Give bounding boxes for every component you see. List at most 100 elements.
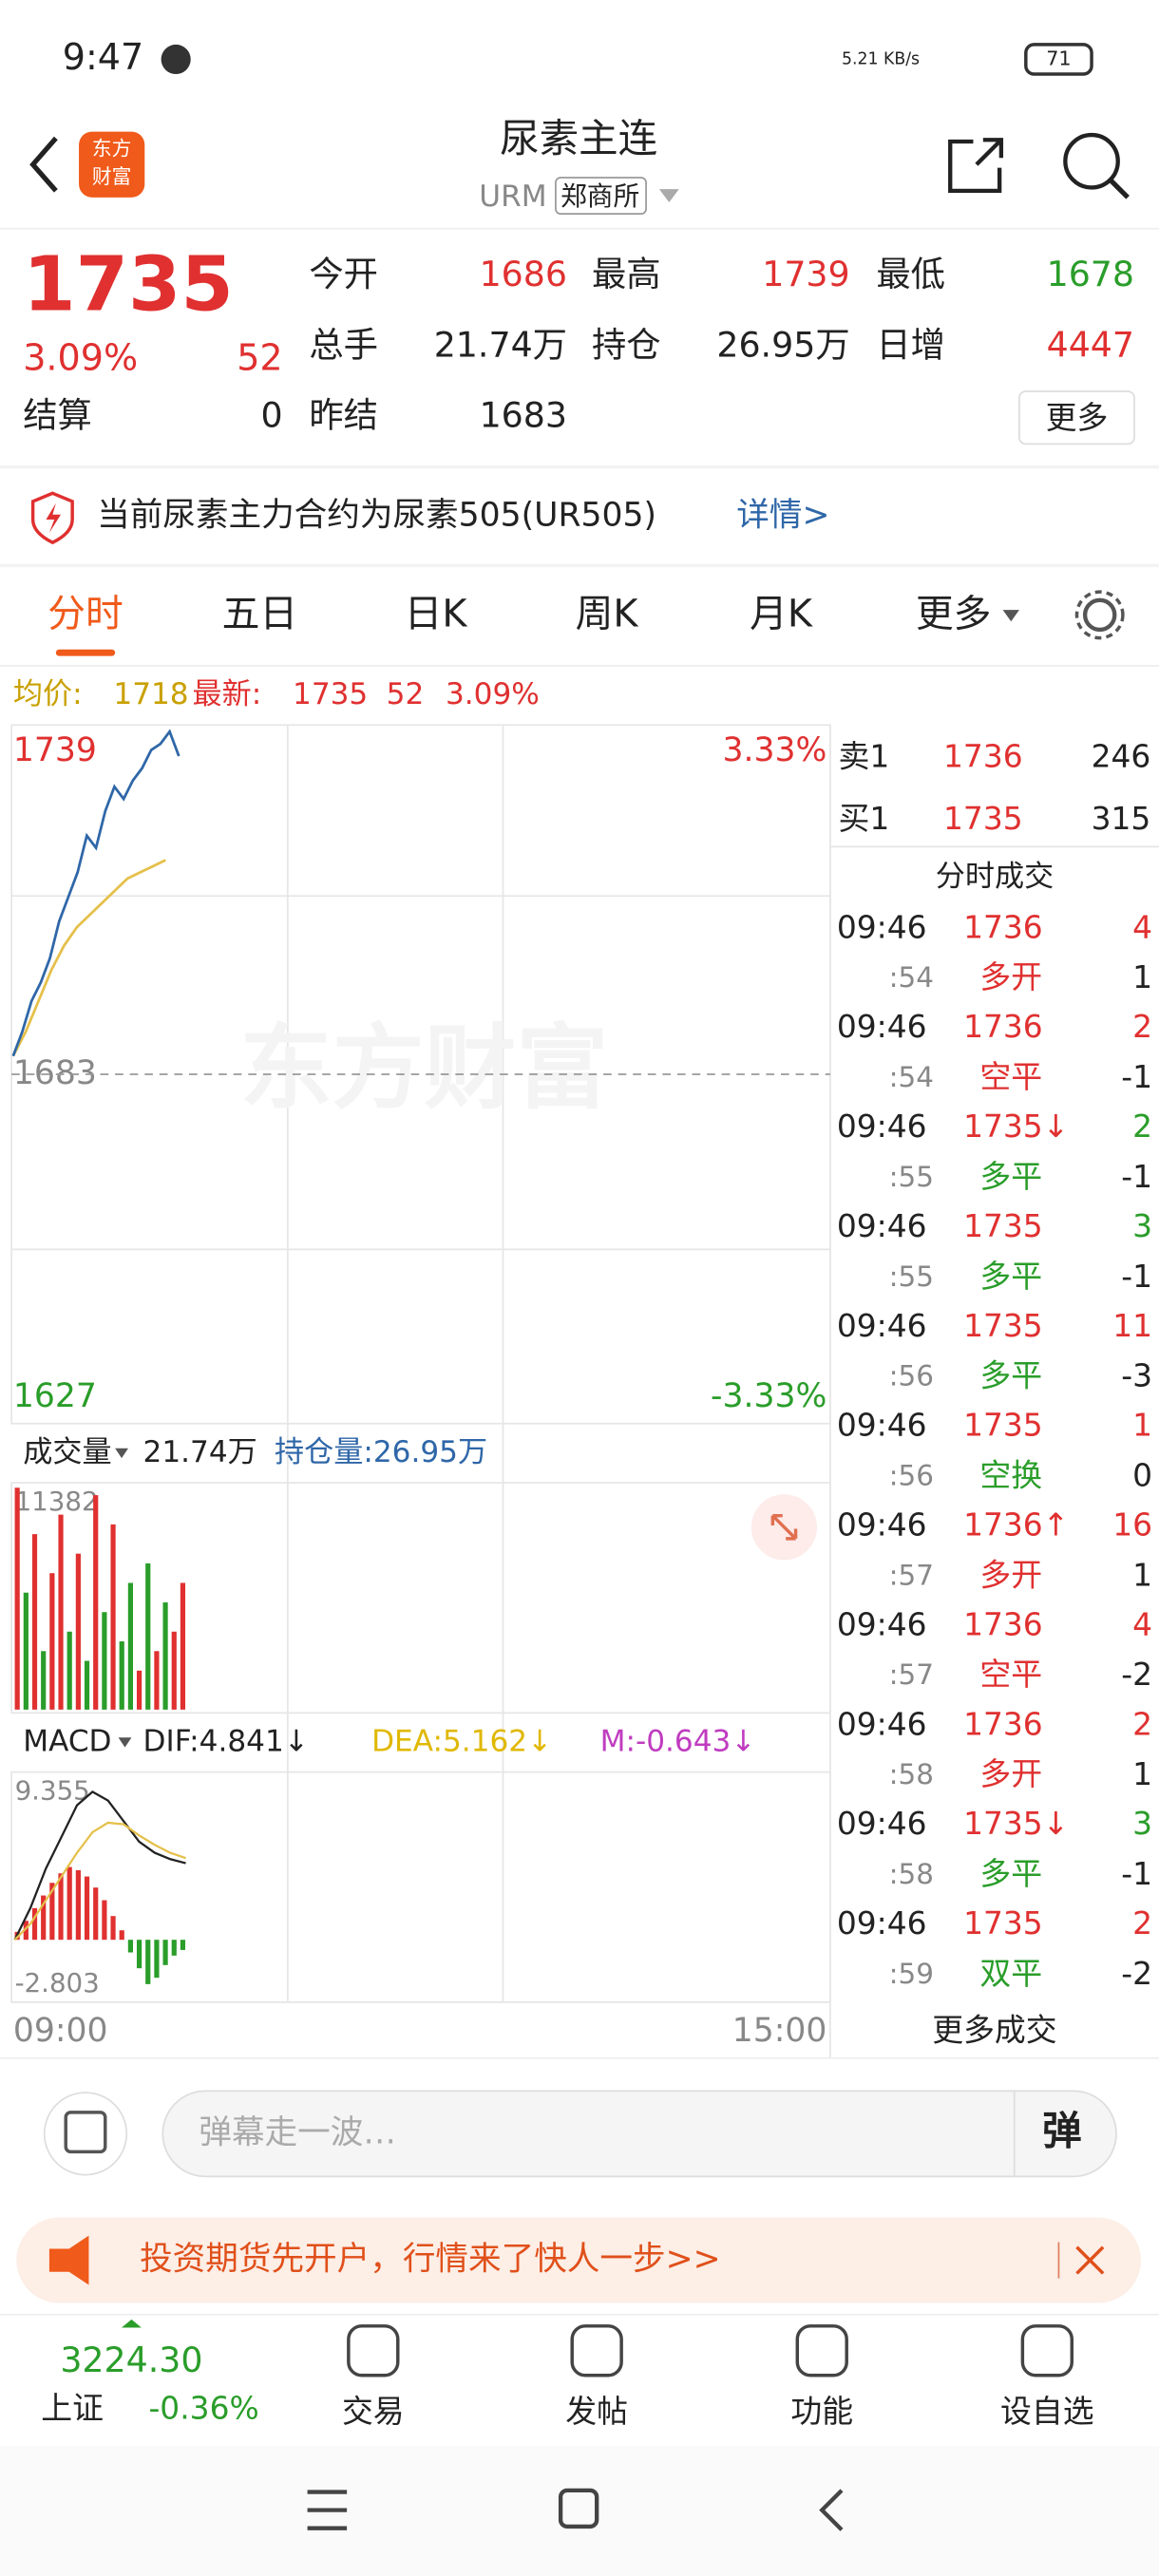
trade-qty: 3 — [1132, 1805, 1152, 1842]
trade-oi: 0 — [1132, 1457, 1152, 1494]
back[interactable] — [29, 136, 58, 193]
nav-item[interactable]: 发帖 — [565, 2393, 628, 2430]
trade-sec: :58 — [889, 1858, 934, 1890]
nav-item[interactable]: 交易 — [342, 2393, 405, 2430]
trade-oi: -1 — [1121, 1158, 1152, 1195]
trade-price: 1736↑ — [963, 1506, 1069, 1544]
trade-kind: 空换 — [979, 1457, 1042, 1494]
trade-oi: -2 — [1121, 1955, 1152, 1992]
trade-sec: :56 — [889, 1360, 934, 1392]
index-value: 3224.30 — [60, 2339, 202, 2380]
book-price: 1736 — [943, 737, 1023, 774]
volume-bar — [31, 1534, 38, 1710]
trade-kind: 多开 — [979, 1556, 1042, 1593]
trade-sec: :55 — [889, 1161, 934, 1193]
notice: 当前尿素主力合约为尿素505(UR505) — [97, 497, 656, 535]
trade-sec: :59 — [889, 1958, 934, 1990]
nav-icon — [347, 2324, 400, 2377]
search[interactable] — [1063, 132, 1120, 190]
field-label: 最高 — [592, 254, 661, 294]
trade-price: 1735↓ — [963, 1805, 1069, 1842]
danmu-button[interactable]: 弹 — [1042, 2107, 1082, 2153]
tab[interactable]: 周K — [576, 593, 639, 636]
pct-change: 3.09% — [23, 337, 138, 379]
dea-label: DEA:5.162↓ — [371, 1724, 552, 1758]
clock: 9:47 — [63, 36, 143, 78]
trade-kind: 多开 — [979, 958, 1042, 995]
index-name: 上证 — [41, 2390, 104, 2427]
more-button[interactable]: 更多 — [1046, 399, 1109, 436]
tab[interactable]: 月K — [750, 593, 813, 636]
trade-qty: 1 — [1132, 1407, 1152, 1444]
trade-price: 1735 — [963, 1207, 1043, 1244]
volume-bar — [145, 1563, 151, 1710]
m-label: M:-0.643↓ — [600, 1724, 756, 1758]
trade-time: 09:46 — [837, 1407, 927, 1444]
y-tick-label: 9.355 — [15, 1774, 90, 1806]
volume-bar — [136, 1670, 142, 1710]
tab[interactable]: 分时 — [48, 593, 124, 636]
volume-total: 21.74万 — [143, 1435, 257, 1469]
book-qty: 246 — [1092, 737, 1151, 774]
macd-bar — [145, 1940, 151, 1984]
book-price: 1735 — [943, 800, 1023, 837]
share[interactable] — [948, 138, 1004, 194]
trade-time: 09:46 — [837, 908, 927, 945]
nav-item[interactable]: 设自选 — [1000, 2393, 1094, 2430]
tab[interactable]: 更多 — [916, 593, 992, 636]
trade-kind: 双平 — [979, 1955, 1042, 1992]
macd-bar — [127, 1940, 133, 1953]
trade-qty: 2 — [1132, 1705, 1152, 1742]
trade-time: 09:46 — [837, 1605, 927, 1642]
volume-bar — [162, 1601, 168, 1710]
price-line — [11, 859, 166, 1057]
trade-sec: :57 — [889, 1559, 934, 1591]
exchange[interactable]: 郑商所 — [560, 180, 639, 212]
trade-oi: 1 — [1132, 1755, 1152, 1792]
battery: 71 — [1046, 47, 1071, 69]
trade-qty: 16 — [1112, 1506, 1152, 1544]
macd-bar — [102, 1900, 107, 1941]
watermark: 东方财富 — [240, 1014, 609, 1122]
field-value: 1683 — [480, 395, 567, 436]
volume-bar — [171, 1631, 177, 1710]
price-line — [11, 729, 180, 1057]
trade-time: 09:46 — [837, 1805, 927, 1842]
trade-sec: :54 — [889, 961, 934, 994]
trade-sec: :55 — [889, 1260, 934, 1293]
tab[interactable]: 五日 — [222, 593, 298, 636]
macd-bar — [110, 1916, 116, 1941]
volume-bar — [93, 1495, 99, 1710]
ad-text[interactable]: 投资期货先开户，行情来了快人一步>> — [140, 2241, 720, 2279]
notice-link[interactable]: 详情> — [736, 497, 829, 535]
macd-bar — [154, 1940, 160, 1979]
nav-item[interactable]: 功能 — [790, 2393, 853, 2430]
volume-bar — [58, 1514, 64, 1710]
book-side: 卖1 — [839, 737, 890, 774]
trade-kind: 多平 — [979, 1258, 1042, 1295]
field-value: 1739 — [762, 254, 849, 294]
tab[interactable]: 日K — [405, 593, 468, 636]
trade-price: 1736 — [963, 1008, 1043, 1045]
trade-qty: 11 — [1112, 1307, 1152, 1344]
macd-bar — [136, 1940, 142, 1969]
trade-price: 1735 — [963, 1407, 1043, 1444]
field-value: 4447 — [1047, 324, 1134, 365]
volume-bar — [75, 1553, 81, 1710]
macd-title: MACD — [23, 1724, 111, 1758]
y2-tick-label: 3.33% — [723, 731, 827, 769]
nav-icon — [795, 2324, 848, 2377]
danmu-input[interactable] — [162, 2090, 1117, 2178]
more-trades[interactable]: 更多成交 — [932, 2012, 1056, 2049]
volume-bar — [23, 1592, 28, 1710]
book-qty: 315 — [1092, 800, 1151, 837]
change: 52 — [387, 677, 425, 711]
x-tick-label: 09:00 — [13, 2012, 108, 2050]
trade-qty: 3 — [1132, 1207, 1152, 1244]
settings[interactable] — [1082, 597, 1117, 633]
field-value: 1678 — [1047, 254, 1134, 294]
trade-kind: 空平 — [979, 1656, 1042, 1693]
field-label: 最低 — [876, 254, 945, 294]
